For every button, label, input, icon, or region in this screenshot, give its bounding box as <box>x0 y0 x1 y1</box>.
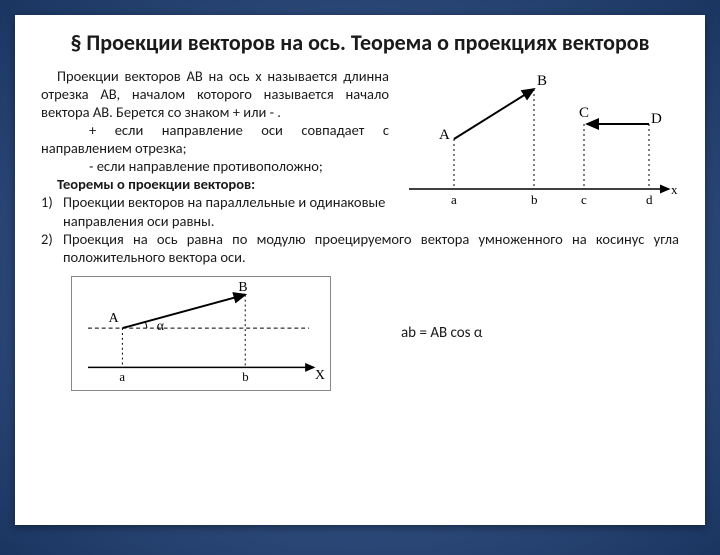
list-num-2: 2) <box>41 230 53 248</box>
label-a-upper: A <box>439 127 450 143</box>
axis-x2-label: X <box>315 367 325 382</box>
label-b2-lower: b <box>242 370 248 384</box>
list-text-1: Проекции векторов на параллельные и один… <box>63 193 385 229</box>
formula-text: ab = AB cos α <box>401 324 482 343</box>
label-b-upper: B <box>537 73 547 89</box>
list-num-1: 1) <box>41 193 53 211</box>
slide: § Проекции векторов на ось. Теорема о пр… <box>15 15 705 525</box>
label-b2-upper: B <box>238 279 247 294</box>
label-a2-upper: A <box>109 310 119 325</box>
label-alpha: α <box>157 318 164 333</box>
label-d-upper: D <box>651 111 662 127</box>
figure-angle: X α A B a b <box>71 276 331 391</box>
list-text-2: Проекция на ось равна по модулю проециру… <box>63 230 679 266</box>
list-item-2: 2) Проекция на ось равна по модулю проец… <box>41 230 679 266</box>
label-c-upper: C <box>579 105 589 121</box>
bottom-row: X α A B a b ab = A <box>41 276 679 391</box>
text-with-figure: x A B C D a b <box>41 67 679 266</box>
content-area: x A B C D a b <box>41 67 679 391</box>
slide-title: § Проекции векторов на ось. Теорема о пр… <box>41 29 679 57</box>
list-item-1: 1) Проекции векторов на параллельные и о… <box>41 193 679 229</box>
label-a2-lower: a <box>119 370 125 384</box>
